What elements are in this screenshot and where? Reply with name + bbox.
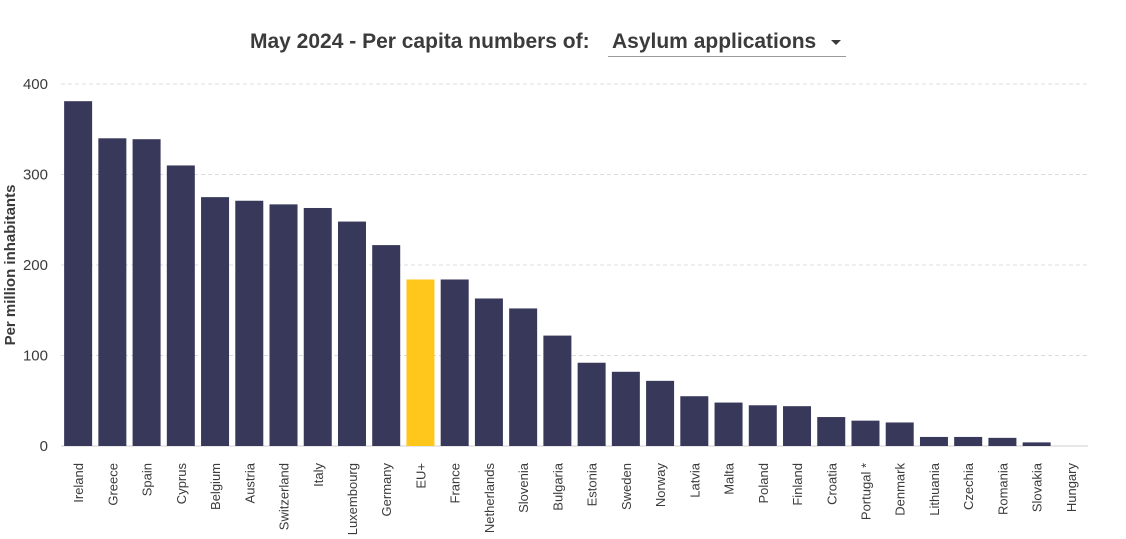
x-tick-label: Latvia	[687, 462, 702, 497]
chevron-down-icon	[831, 40, 841, 45]
bar-spain[interactable]	[132, 139, 161, 446]
bar-france[interactable]	[440, 279, 469, 446]
x-tick-label: Hungary	[1064, 463, 1079, 513]
x-tick-label: Finland	[790, 463, 805, 506]
x-tick-label: Luxembourg	[345, 463, 360, 535]
bar-estonia[interactable]	[577, 362, 606, 446]
bar-italy[interactable]	[303, 207, 332, 446]
bar-poland[interactable]	[748, 405, 777, 446]
x-tick-label: Netherlands	[482, 463, 497, 534]
bar-denmark[interactable]	[885, 422, 914, 446]
x-tick-label: Bulgaria	[550, 462, 565, 510]
bar-netherlands[interactable]	[474, 298, 503, 446]
metric-select-value: Asylum applications	[612, 30, 817, 53]
bar-sweden[interactable]	[611, 371, 640, 446]
x-tick-label: Switzerland	[277, 463, 292, 530]
bar-slovenia[interactable]	[509, 308, 538, 446]
bar-portugal[interactable]	[851, 420, 880, 446]
x-tick-label: Romania	[995, 462, 1010, 515]
x-tick-label: Malta	[722, 462, 737, 495]
x-tick-label: Poland	[756, 463, 771, 503]
x-tick-label: Slovenia	[516, 462, 531, 513]
bar-czechia[interactable]	[954, 436, 983, 446]
x-tick-label: Ireland	[71, 463, 86, 503]
y-axis-ticks: 0 100 200 300 400	[23, 76, 48, 455]
x-tick-label: Denmark	[893, 463, 908, 516]
chart-title-row: May 2024 - Per capita numbers of: Asylum…	[0, 28, 1126, 60]
bar-luxembourg[interactable]	[337, 221, 366, 446]
bar-austria[interactable]	[235, 200, 264, 446]
x-tick-label: Austria	[242, 462, 257, 503]
bar-lithuania[interactable]	[919, 436, 948, 446]
bar-latvia[interactable]	[680, 396, 709, 446]
x-tick-label: Spain	[140, 463, 155, 496]
x-tick-label: Estonia	[585, 462, 600, 506]
x-axis-ticks: Ireland Greece Spain Cyprus Belgium Austria Sw…	[71, 462, 1079, 535]
bar-romania[interactable]	[988, 437, 1017, 446]
chart-title: May 2024 - Per capita numbers of:	[250, 30, 590, 53]
bar-belgium[interactable]	[201, 197, 230, 446]
bar-croatia[interactable]	[817, 417, 846, 446]
x-tick-label: Portugal *	[858, 463, 873, 520]
bar-germany[interactable]	[372, 245, 401, 446]
x-tick-label: Slovakia	[1030, 462, 1045, 512]
y-tick-label: 300	[23, 167, 48, 184]
bar-cyprus[interactable]	[166, 165, 195, 446]
bar-malta[interactable]	[714, 402, 743, 446]
bar-finland[interactable]	[783, 406, 812, 446]
x-tick-label: Greece	[105, 463, 120, 506]
bar-norway[interactable]	[646, 380, 675, 446]
bar-bulgaria[interactable]	[543, 335, 572, 446]
x-tick-label: Czechia	[961, 462, 976, 510]
x-tick-label: Sweden	[619, 463, 634, 510]
x-tick-label: Belgium	[208, 463, 223, 510]
bar-eu[interactable]	[406, 279, 435, 446]
x-tick-label: Croatia	[824, 462, 839, 505]
metric-select[interactable]: Asylum applications	[608, 28, 846, 57]
bar-slovakia[interactable]	[1022, 442, 1051, 446]
bar-greece[interactable]	[98, 138, 127, 447]
x-tick-label: EU+	[413, 463, 428, 489]
bar-ireland[interactable]	[64, 101, 93, 446]
bars	[64, 101, 1051, 447]
x-tick-label: Norway	[653, 463, 668, 508]
y-tick-label: 200	[23, 257, 48, 274]
grid-lines	[61, 83, 1088, 447]
y-tick-label: 0	[40, 438, 48, 455]
x-tick-label: France	[448, 463, 463, 503]
x-tick-label: Lithuania	[927, 462, 942, 516]
x-tick-label: Germany	[379, 463, 394, 517]
x-tick-label: Cyprus	[174, 463, 189, 505]
bar-switzerland[interactable]	[269, 204, 298, 446]
y-tick-label: 100	[23, 348, 48, 365]
y-axis-label: Per million inhabitants	[2, 185, 19, 346]
y-tick-label: 400	[23, 76, 48, 93]
x-tick-label: Italy	[311, 463, 326, 487]
